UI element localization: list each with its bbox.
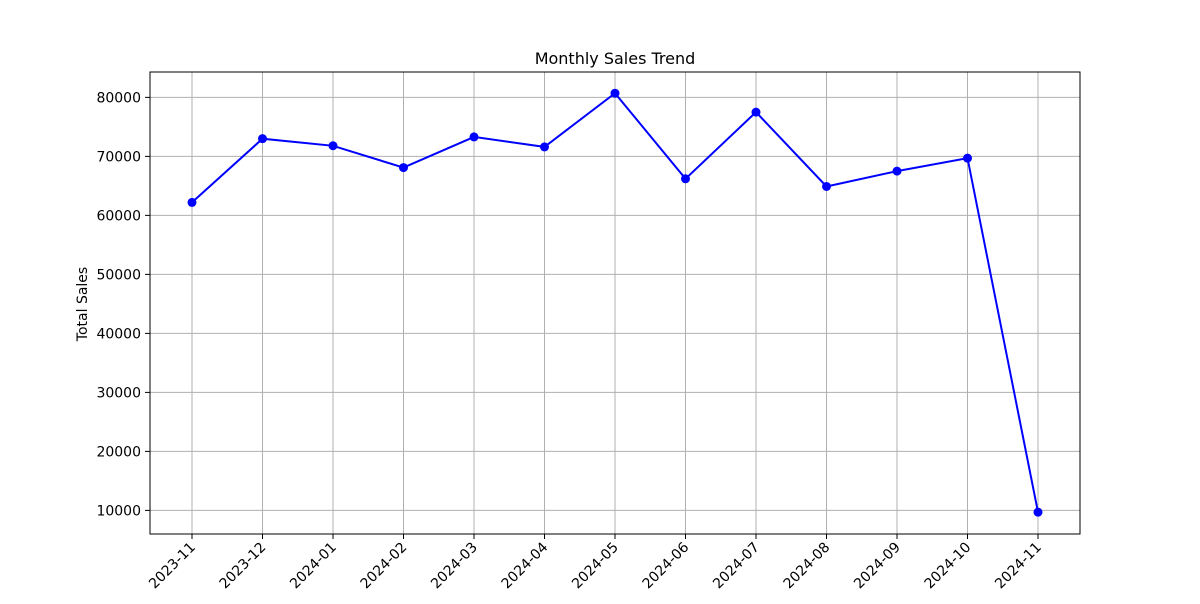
data-point — [822, 181, 831, 191]
data-point — [540, 142, 549, 152]
y-tick-label: 40000 — [96, 326, 141, 342]
y-tick-label: 10000 — [96, 503, 141, 519]
y-tick-label: 30000 — [96, 385, 141, 401]
data-series — [187, 88, 1043, 517]
y-tick-label: 70000 — [96, 149, 141, 165]
data-point — [469, 132, 479, 142]
data-point — [610, 88, 620, 98]
x-tick-label: 2024-09 — [851, 540, 904, 593]
y-tick-label: 80000 — [96, 90, 141, 106]
y-tick-label: 60000 — [96, 208, 141, 224]
y-axis-title: Total Sales — [75, 267, 91, 342]
x-tick-label: 2024-07 — [710, 540, 763, 593]
x-tick-label: 2024-02 — [358, 540, 411, 593]
data-point — [892, 166, 902, 176]
plot-frame — [149, 71, 1081, 535]
data-point — [751, 107, 761, 117]
data-point — [1033, 507, 1043, 517]
x-tick-label: 2024-01 — [287, 540, 340, 593]
x-tick-label: 2024-03 — [428, 540, 481, 593]
y-tick-label: 20000 — [96, 444, 141, 460]
x-tick-label: 2023-11 — [146, 540, 199, 593]
data-point — [399, 163, 408, 173]
data-point — [187, 197, 197, 207]
axes — [145, 71, 1081, 539]
chart-title: Monthly Sales Trend — [535, 49, 696, 68]
x-tick-label: 2024-11 — [992, 540, 1045, 593]
data-point — [963, 153, 972, 163]
x-tick-label: 2024-10 — [922, 540, 975, 593]
x-tick-label: 2024-05 — [569, 540, 622, 593]
data-point — [258, 134, 267, 144]
tick-labels: 2023-11 2023-12 2024-01 2024-02 2024-03 2024-… — [96, 90, 1044, 592]
x-tick-label: 2023-12 — [217, 540, 270, 593]
x-tick-label: 2024-04 — [499, 539, 552, 592]
x-tick-label: 2024-06 — [640, 539, 693, 592]
y-tick-label: 50000 — [96, 267, 141, 283]
data-point — [328, 141, 338, 151]
data-point — [681, 174, 690, 184]
x-tick-label: 2024-08 — [781, 540, 834, 593]
